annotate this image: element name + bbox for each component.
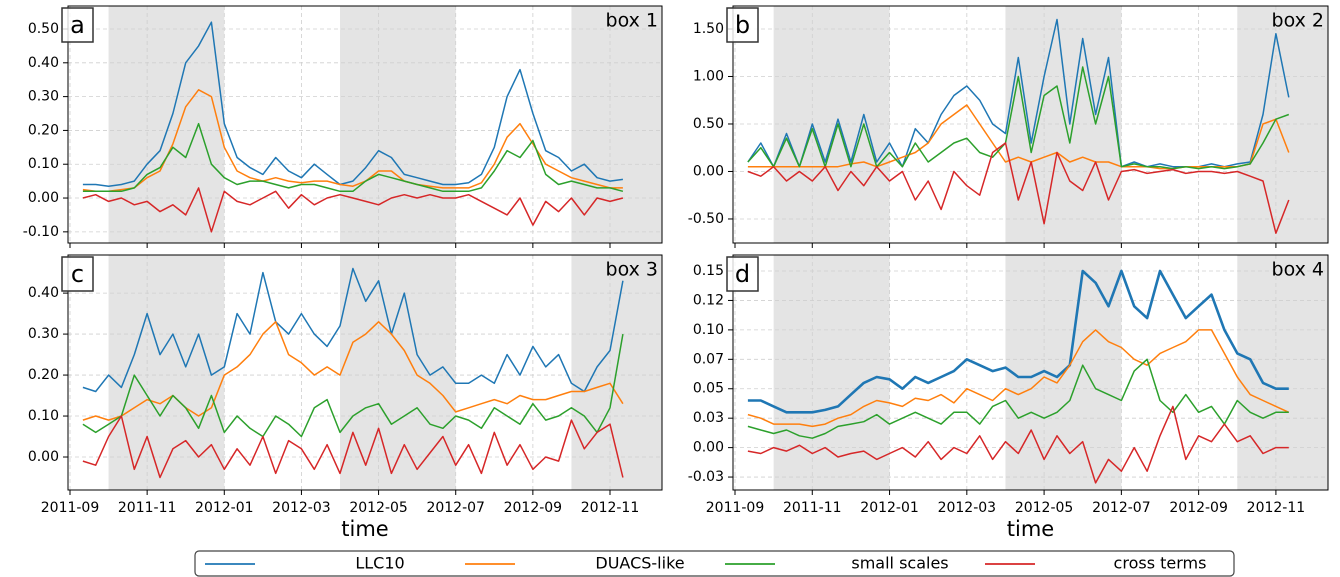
y-tick-label: 1.50 bbox=[693, 21, 724, 37]
y-tick-label: 0.20 bbox=[28, 367, 59, 383]
series-line bbox=[747, 358, 1289, 439]
panel-label-box bbox=[61, 256, 94, 292]
panel-label-box bbox=[61, 7, 94, 43]
x-tick-label: 2012-07 bbox=[1092, 500, 1151, 516]
series-line bbox=[82, 415, 624, 479]
y-tick-label: 0.00 bbox=[28, 190, 59, 206]
x-tick-label: 2012-03 bbox=[272, 500, 331, 516]
x-tick-label: 2012-11 bbox=[1247, 500, 1306, 516]
season-shade bbox=[1237, 255, 1328, 490]
series-line bbox=[747, 142, 1290, 234]
series-line bbox=[82, 89, 623, 193]
y-tick-label: 0.40 bbox=[28, 285, 59, 301]
y-tick-label: 0.10 bbox=[28, 408, 59, 424]
y-tick-label: 0.00 bbox=[28, 449, 59, 465]
season-shade bbox=[773, 255, 890, 490]
x-tick-label: 2012-07 bbox=[426, 500, 485, 516]
legend-label: DUACS-like bbox=[595, 554, 684, 573]
y-tick-label: 0.10 bbox=[28, 156, 59, 172]
series-line bbox=[747, 104, 1290, 170]
season-shade bbox=[340, 6, 456, 243]
panel-title: box 1 bbox=[606, 10, 658, 32]
panel-label-box bbox=[726, 256, 759, 292]
panel-label: c bbox=[71, 260, 84, 288]
panel: -0.03 0.00 0.03 0.05 0.07 0.10 0.12 0.15 2011-09… bbox=[688, 254, 1329, 541]
panel-title: box 3 bbox=[606, 259, 658, 281]
x-tick-label: 2011-09 bbox=[706, 500, 765, 516]
y-tick-label: -0.10 bbox=[23, 224, 59, 240]
axes-frame bbox=[67, 254, 663, 491]
axes-frame bbox=[732, 5, 1329, 244]
x-tick-label: 2011-11 bbox=[118, 500, 177, 516]
y-tick-label: 0.05 bbox=[693, 381, 724, 397]
y-tick-label: -0.50 bbox=[688, 211, 724, 227]
legend-label: cross terms bbox=[1114, 554, 1207, 573]
series-line bbox=[82, 187, 624, 233]
y-tick-label: 0.50 bbox=[693, 116, 724, 132]
x-tick-label: 2012-09 bbox=[504, 500, 563, 516]
panel-title: box 4 bbox=[1272, 259, 1324, 281]
y-tick-label: 0.20 bbox=[28, 122, 59, 138]
x-tick-label: 2011-11 bbox=[783, 500, 842, 516]
y-tick-label: 0.03 bbox=[693, 410, 724, 426]
season-shade bbox=[1237, 6, 1328, 243]
panel-label: d bbox=[735, 260, 750, 288]
x-tick-label: 2012-05 bbox=[349, 500, 408, 516]
x-tick-label: 2012-01 bbox=[195, 500, 254, 516]
legend: LLC10 DUACS-like small scales cross terms bbox=[194, 550, 1235, 577]
panel-label: b bbox=[735, 11, 750, 39]
panel: -0.10 0.00 0.10 0.20 0.30 0.40 0.50 a box 1 bbox=[23, 5, 663, 248]
panel: 0.00 0.10 0.20 0.30 0.40 2011-09 2011-11 2012-0… bbox=[28, 254, 663, 541]
series-line bbox=[82, 122, 624, 193]
series-line bbox=[747, 66, 1290, 170]
panel-label: a bbox=[70, 11, 85, 39]
series-line bbox=[82, 333, 624, 438]
y-tick-label: 0.15 bbox=[693, 263, 724, 279]
panel-label-box bbox=[726, 7, 759, 43]
season-shade bbox=[773, 6, 890, 243]
x-tick-label: 2012-03 bbox=[938, 500, 997, 516]
series-line bbox=[747, 405, 1289, 484]
legend-label: LLC10 bbox=[355, 554, 404, 573]
series-line bbox=[747, 329, 1290, 428]
season-shade bbox=[108, 6, 225, 243]
y-tick-label: 0.00 bbox=[693, 163, 724, 179]
series-line bbox=[82, 21, 623, 187]
y-tick-label: -0.03 bbox=[688, 469, 724, 485]
x-tick-label: 2012-01 bbox=[860, 500, 919, 516]
x-tick-label: 2012-09 bbox=[1169, 500, 1228, 516]
season-shade bbox=[1005, 6, 1122, 243]
y-tick-label: 0.07 bbox=[693, 351, 724, 367]
x-axis-label: time bbox=[1007, 517, 1054, 541]
y-tick-label: 0.30 bbox=[28, 89, 59, 105]
season-shade bbox=[108, 255, 225, 490]
x-tick-label: 2012-05 bbox=[1015, 500, 1074, 516]
x-axis-label: time bbox=[341, 517, 388, 541]
x-tick-label: 2011-09 bbox=[41, 500, 100, 516]
legend-label: small scales bbox=[851, 554, 948, 573]
y-tick-label: 0.40 bbox=[28, 55, 59, 71]
series-line bbox=[82, 267, 624, 393]
x-tick-label: 2012-11 bbox=[581, 500, 640, 516]
panel-title: box 2 bbox=[1272, 10, 1324, 32]
y-tick-label: 1.00 bbox=[693, 68, 724, 84]
axes-frame bbox=[732, 254, 1329, 491]
season-shade bbox=[340, 255, 456, 490]
panel: -0.50 0.00 0.50 1.00 1.50 b box 2 bbox=[688, 5, 1329, 248]
axes-frame bbox=[67, 5, 663, 244]
y-tick-label: 0.30 bbox=[28, 326, 59, 342]
y-tick-label: 0.00 bbox=[693, 440, 724, 456]
legend-frame bbox=[194, 550, 1235, 577]
season-shade bbox=[571, 6, 662, 243]
y-tick-label: 0.50 bbox=[28, 21, 59, 37]
series-line bbox=[747, 269, 1289, 414]
y-tick-label: 0.10 bbox=[693, 322, 724, 338]
y-tick-label: 0.12 bbox=[693, 292, 724, 308]
